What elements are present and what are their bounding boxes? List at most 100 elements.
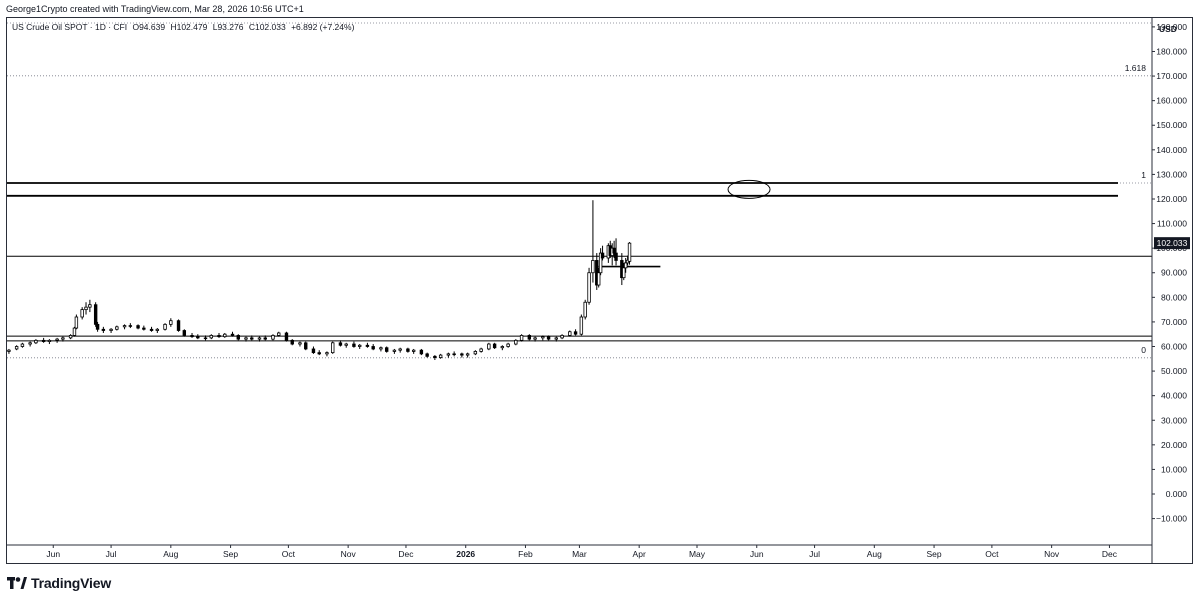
candle-body (311, 348, 316, 354)
candle-body (182, 330, 187, 336)
price-axis-tick-label: 0.000 (1166, 489, 1188, 499)
candle-body (74, 316, 79, 329)
time-axis-tick-label: Nov (1044, 549, 1060, 559)
tradingview-logo-icon (7, 577, 27, 589)
candle-body (7, 349, 11, 352)
tradingview-logo-text: TradingView (31, 575, 112, 591)
candle-body (406, 348, 410, 352)
time-axis-tick-label: Aug (867, 549, 882, 559)
candle-body (446, 353, 451, 356)
chart-credit: George1Crypto created with TradingView.c… (6, 4, 304, 14)
candle-body (277, 332, 281, 336)
candle-body (244, 337, 248, 340)
candle-body (142, 327, 146, 330)
time-axis-tick-label: Jun (46, 549, 60, 559)
candle-body (317, 352, 321, 355)
time-axis-tick-label: Dec (398, 549, 414, 559)
candle-body (487, 343, 491, 350)
candle-body (587, 272, 591, 303)
candle-body (365, 344, 370, 347)
candle-body (331, 342, 335, 354)
candle-body (47, 339, 52, 342)
candle-body (519, 335, 524, 341)
ohlc-legend: US Crude Oil SPOT · 1D · CFI O94.639 H10… (12, 22, 357, 32)
tradingview-logo[interactable]: TradingView (7, 575, 111, 591)
candle-body (612, 247, 616, 254)
time-axis-tick-label: Sep (223, 549, 238, 559)
time-axis-tick-label: Jun (750, 549, 764, 559)
candle-body (250, 337, 254, 340)
price-axis-tick-label: 90.000 (1161, 268, 1187, 278)
price-axis-tick-label: 20.000 (1161, 440, 1187, 450)
candle-body (546, 336, 551, 340)
candle-body (379, 347, 383, 350)
candle-body (554, 337, 558, 340)
current-price-tag (1154, 237, 1190, 250)
price-axis-tick-label: 110.000 (1157, 219, 1187, 229)
candle-body (506, 343, 510, 347)
candle-body (384, 347, 389, 352)
candle-body (290, 339, 294, 345)
candle-body (541, 336, 545, 339)
candle-body (465, 353, 470, 356)
price-axis-tick-label: 160.000 (1156, 96, 1187, 106)
candle-body (115, 326, 119, 330)
candle-body (20, 343, 25, 347)
candle-body (627, 242, 632, 262)
candle-body (93, 304, 98, 325)
close-value: C102.033 (248, 22, 286, 32)
candle-body (598, 252, 603, 274)
candle-body (55, 338, 59, 341)
fib-level-label: 0 (1141, 345, 1146, 355)
candle-body (600, 252, 605, 259)
candle-body (223, 333, 227, 338)
candle-body (425, 353, 429, 357)
time-axis-tick-label: Nov (341, 549, 357, 559)
candle-body (230, 333, 235, 336)
time-axis-tick-label: May (689, 549, 706, 559)
candle-body (203, 337, 208, 340)
candle-body (419, 349, 424, 355)
candle-body (622, 267, 626, 279)
candle-body (88, 304, 92, 308)
candle-body (338, 342, 343, 346)
time-axis-tick-label: Mar (572, 549, 587, 559)
time-axis-tick-label: Oct (985, 549, 999, 559)
candle-body (257, 337, 262, 340)
chart-frame (6, 17, 1193, 564)
fib-level-label: 1.618 (1125, 63, 1147, 73)
price-axis-tick-label: 170.000 (1156, 71, 1187, 81)
price-axis-tick-label: 50.000 (1161, 366, 1187, 376)
candle-body (263, 337, 267, 340)
high-value: H102.479 (170, 22, 208, 32)
candle-body (514, 339, 518, 345)
candle-body (527, 335, 532, 340)
time-axis: Jun Jul Aug Sep Oct Nov Dec 2026 Feb Mar Apr May Jun… (7, 544, 1152, 559)
candle-body (122, 325, 127, 328)
price-axis-tick-label: 40.000 (1161, 391, 1187, 401)
candle-body (101, 328, 106, 331)
candle-body (109, 328, 113, 331)
price-axis-tick-label: −10.000 (1156, 514, 1187, 524)
candle-body (433, 355, 437, 358)
candle-body (591, 260, 595, 274)
price-axis-tick-label: 150.000 (1156, 120, 1187, 130)
price-axis-tick-label: 70.000 (1161, 317, 1187, 327)
candle-body (452, 353, 456, 356)
change-value: +6.892 (+7.24%) (291, 22, 355, 32)
candle-body (95, 323, 100, 330)
candle-body (169, 320, 173, 325)
price-axis-unit: USD (1159, 24, 1177, 34)
candle-body (68, 335, 73, 339)
candle-body (560, 335, 564, 339)
price-axis-tick-label: 120.000 (1156, 194, 1187, 204)
time-axis-tick-label: Jul (809, 549, 820, 559)
time-axis-tick-label: Aug (163, 549, 178, 559)
candle-body (344, 343, 348, 346)
price-axis-tick-label: 190.000 (1156, 22, 1187, 32)
annotation-ellipse[interactable] (727, 179, 771, 199)
candle-body (284, 332, 289, 341)
time-axis-tick-label: 2026 (456, 549, 475, 559)
